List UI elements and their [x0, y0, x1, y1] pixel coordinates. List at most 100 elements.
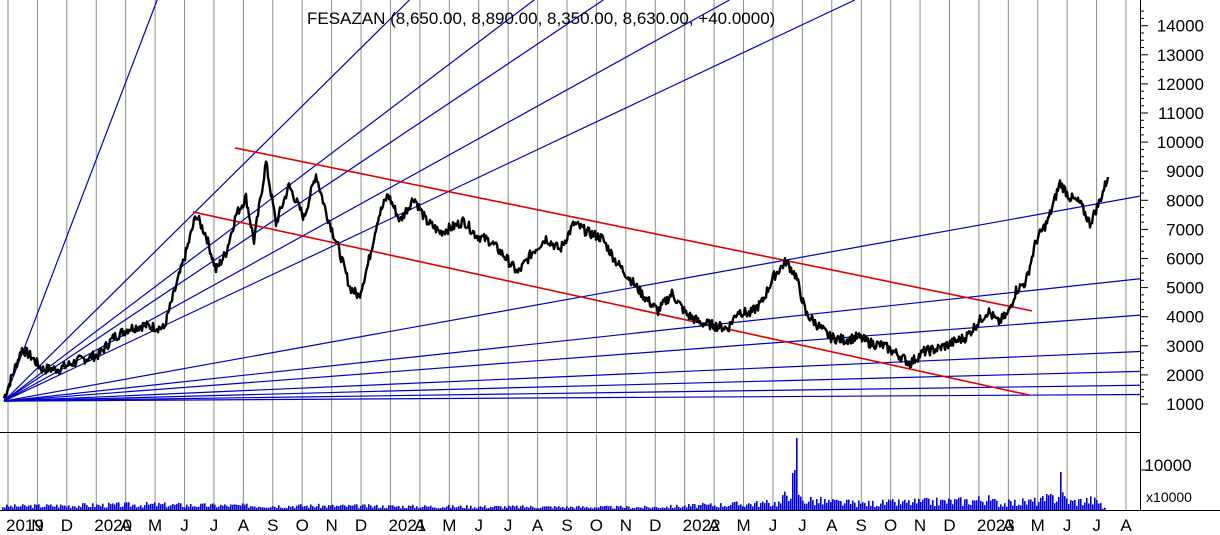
volume-bar	[686, 507, 688, 510]
volume-bar	[866, 506, 868, 510]
volume-bar	[774, 502, 776, 510]
volume-bar	[122, 506, 124, 510]
volume-bar	[748, 503, 750, 510]
volume-bar	[254, 506, 256, 510]
volume-bar	[188, 506, 190, 510]
volume-bar	[842, 505, 844, 510]
volume-bar	[976, 500, 978, 510]
volume-bar	[1084, 502, 1086, 510]
volume-bar	[80, 507, 82, 510]
volume-bar	[52, 506, 54, 510]
volume-bar	[294, 508, 296, 510]
volume-bar	[398, 505, 400, 510]
volume-bar	[708, 504, 710, 510]
volume-bar	[628, 506, 630, 510]
volume-bar	[752, 506, 754, 510]
volume-bar	[900, 504, 902, 510]
volume-bar	[178, 502, 180, 510]
volume-bar	[160, 504, 162, 510]
volume-bar	[234, 504, 236, 510]
volume-bar	[1098, 503, 1100, 510]
volume-bar	[12, 507, 14, 510]
volume-bar	[152, 503, 154, 510]
volume-bar	[584, 507, 586, 510]
volume-bar	[652, 507, 654, 510]
volume-bar	[430, 505, 432, 510]
x-tick-label: S	[561, 516, 572, 535]
volume-bar	[1030, 499, 1032, 510]
volume-bar	[50, 504, 52, 510]
channel-lower-line	[192, 211, 1031, 397]
volume-bar	[480, 506, 482, 510]
volume-bar	[530, 505, 532, 510]
y-tick-label: 13000	[1157, 46, 1204, 65]
volume-bar	[1034, 497, 1036, 510]
volume-bar	[402, 505, 404, 510]
volume-bar	[756, 500, 758, 510]
x-tick-label: A	[708, 516, 720, 535]
volume-bar	[712, 506, 714, 510]
volume-bar	[918, 498, 920, 510]
volume-bar	[406, 508, 408, 510]
x-tick-label: D	[649, 516, 661, 535]
volume-bar	[156, 506, 158, 510]
volume-bar	[864, 503, 866, 510]
volume-bar	[624, 508, 626, 510]
volume-bar	[1074, 499, 1076, 510]
volume-bar	[600, 505, 602, 510]
volume-bar	[1044, 501, 1046, 510]
volume-bar	[564, 508, 566, 510]
x-tick-label: D	[943, 516, 955, 535]
volume-bar	[986, 501, 988, 510]
volume-bar	[772, 505, 774, 510]
volume-bar	[94, 506, 96, 510]
volume-bar	[114, 504, 116, 510]
volume-bar	[1054, 503, 1056, 510]
volume-bar	[992, 498, 994, 510]
volume-bar	[192, 506, 194, 510]
volume-bar	[166, 507, 168, 510]
volume-bar	[638, 507, 640, 510]
volume-bar	[672, 507, 674, 510]
volume-bar	[932, 500, 934, 510]
x-tick-label: 2021	[388, 516, 426, 535]
volume-bar	[1070, 500, 1072, 510]
volume-bar	[758, 506, 760, 510]
volume-bar	[998, 506, 1000, 510]
x-tick-label: A	[120, 516, 132, 535]
x-tick-label: J	[504, 516, 513, 535]
volume-bar	[1056, 501, 1058, 510]
volume-bar	[704, 503, 706, 510]
volume-bar	[446, 506, 448, 510]
volume-bar	[236, 504, 238, 510]
volume-bar	[1014, 499, 1016, 510]
volume-bar	[510, 506, 512, 510]
volume-bar	[950, 499, 952, 510]
volume-bar	[98, 504, 100, 510]
fan-line	[3, 370, 1141, 402]
volume-bar	[476, 508, 478, 510]
x-tick-label: 2022	[683, 516, 721, 535]
volume-bar	[832, 499, 834, 510]
volume-bar	[800, 496, 802, 510]
volume-bar	[920, 502, 922, 510]
volume-bar	[768, 502, 770, 510]
volume-bar	[908, 500, 910, 510]
volume-bar	[404, 508, 406, 510]
volume-bar	[1002, 506, 1004, 510]
volume-bar	[1060, 472, 1062, 510]
volume-bar	[948, 498, 950, 510]
volume-bar	[952, 504, 954, 510]
volume-bar	[898, 499, 900, 510]
volume-bar	[1036, 505, 1038, 510]
volume-bar	[818, 503, 820, 510]
volume-bar	[202, 503, 204, 510]
volume-bar	[922, 499, 924, 510]
volume-bar	[896, 505, 898, 510]
volume-bar	[418, 508, 420, 510]
volume-bar	[332, 504, 334, 510]
volume-bar	[1072, 500, 1074, 510]
volume-bar	[914, 498, 916, 510]
